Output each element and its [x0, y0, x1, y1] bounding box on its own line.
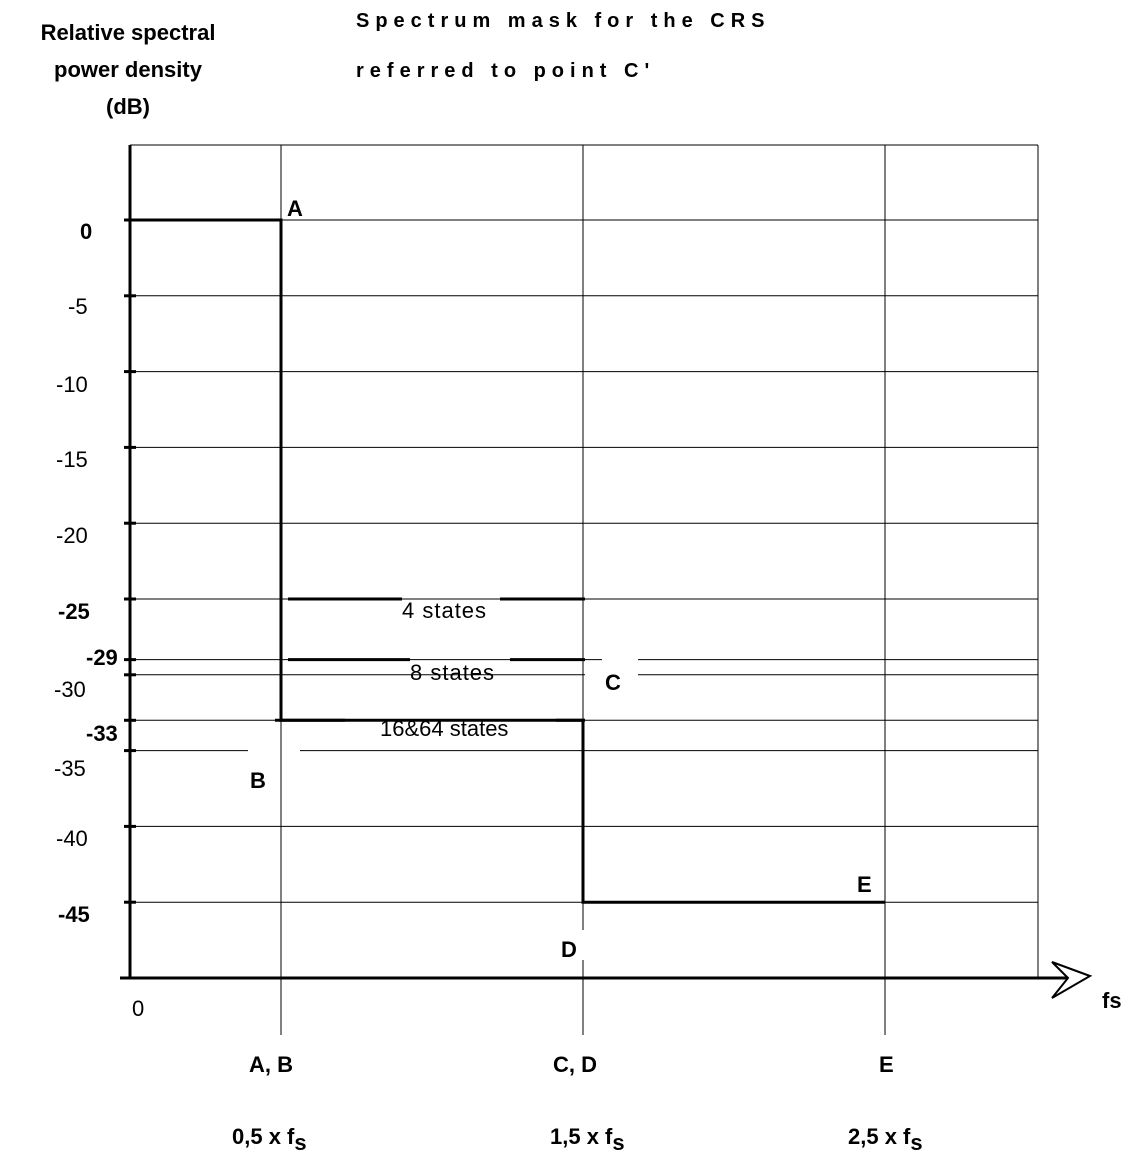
y-tick-label-9: -35 [54, 755, 86, 781]
y-axis-label: Relative spectral power density (dB) [0, 14, 256, 125]
y-tick-label-2: -10 [56, 371, 88, 397]
point-label-a: A [287, 196, 303, 221]
point-label-c: C [605, 670, 621, 695]
y-axis-label-line-2: power density [54, 57, 202, 82]
x-freq-label-05-text: 0,5 x f [232, 1124, 295, 1149]
mask-line [130, 218, 885, 904]
y-tick-label-11: -45 [58, 902, 90, 928]
x-freq-label-15-text: 1,5 x f [550, 1124, 613, 1149]
point-label-e: E [857, 872, 872, 897]
state-label-4: 4 states [402, 598, 488, 623]
state-label-16-64: 16&64 states [380, 716, 509, 741]
x-point-label-ab: A, B [249, 1052, 293, 1077]
y-tick-label-6: -29 [86, 644, 118, 670]
y-tick-label-3: -15 [56, 447, 88, 473]
x-freq-label-25-text: 2,5 x f [848, 1124, 911, 1149]
y-axis-label-line-1: Relative spectral [40, 20, 216, 45]
x-freq-label-15: 1,5 x fs [550, 1124, 625, 1156]
chart-title-line-2: referred to point C' [356, 60, 656, 82]
y-tick-label-8: -33 [86, 721, 118, 747]
x-point-label-e: E [879, 1052, 894, 1077]
x-freq-label-05-sub: s [294, 1130, 307, 1155]
state-label-8: 8 states [410, 660, 496, 685]
chart-title-line-1: Spectrum mask for the CRS [356, 10, 771, 32]
y-tick-label-0: 0 [80, 219, 93, 244]
x-axis-arrow-icon [1051, 961, 1093, 999]
x-freq-label-15-sub: s [612, 1130, 625, 1155]
x-freq-label-25: 2,5 x fs [848, 1124, 923, 1156]
point-label-b: B [250, 768, 266, 793]
x-freq-label-05: 0,5 x fs [232, 1124, 307, 1156]
point-label-d: D [561, 937, 577, 962]
y-tick-label-4: -20 [56, 523, 88, 549]
y-tick-label-1: -5 [68, 293, 88, 319]
y-axis-label-line-3: (dB) [106, 94, 150, 119]
x-origin-label: 0 [132, 996, 145, 1021]
x-point-label-cd: C, D [553, 1052, 597, 1077]
x-axis-label: fs [1102, 988, 1122, 1013]
x-freq-label-25-sub: s [910, 1130, 923, 1155]
y-tick-label-5: -25 [58, 599, 90, 624]
y-tick-label-10: -40 [56, 826, 88, 852]
y-tick-label-7: -30 [54, 676, 86, 702]
